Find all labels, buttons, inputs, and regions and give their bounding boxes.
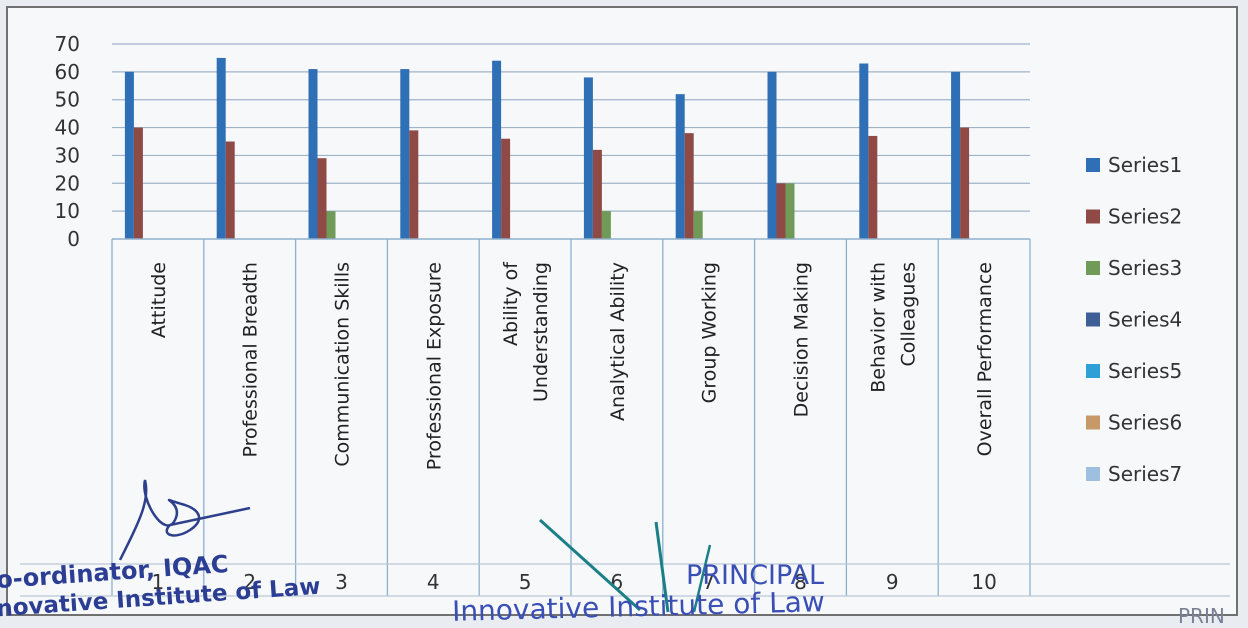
signature-overlay [118, 479, 712, 613]
category-labels: Attitude 1 Professional Breadth 2 Communicat… [148, 261, 997, 594]
category-number: 10 [971, 570, 996, 594]
y-tick-label: 70 [55, 32, 80, 56]
category-label: Overall Performance [974, 262, 996, 456]
corner-stamp-fragment: PRIN [1178, 604, 1225, 628]
category-label: Attitude [148, 262, 170, 338]
category-number: 3 [335, 570, 348, 594]
legend-label-series4: Series4 [1108, 308, 1182, 332]
legend-swatch-series6 [1086, 415, 1100, 430]
bar-series2-1 [133, 127, 143, 239]
pen-mark-vertical [654, 521, 670, 613]
grid-lines [112, 43, 1030, 212]
signature-scribble [118, 479, 251, 561]
legend-label-series3: Series3 [1108, 256, 1182, 280]
y-tick-label: 10 [55, 199, 80, 223]
legend-swatch-series1 [1086, 158, 1100, 172]
category-label: Group Working [699, 262, 721, 403]
y-tick-label: 60 [55, 60, 80, 84]
bar-series1-10 [951, 71, 961, 239]
bar-series2-5 [501, 138, 511, 239]
bars [124, 57, 970, 240]
bar-series1-1 [124, 71, 134, 239]
y-tick-label: 20 [55, 171, 80, 195]
category-label: Communication Skills [332, 262, 354, 467]
bar-series3-7 [693, 211, 703, 239]
legend-label-series7: Series7 [1108, 462, 1182, 486]
category-number: 8 [794, 570, 807, 594]
category-number: 7 [702, 570, 715, 594]
bar-series1-6 [583, 77, 593, 239]
bar-series2-10 [960, 127, 970, 239]
bar-series2-2 [225, 141, 235, 239]
category-label: Decision Making [791, 262, 813, 417]
category-label: Behavior with [867, 262, 889, 393]
bar-series3-3 [326, 211, 336, 239]
bar-series1-5 [492, 60, 502, 239]
y-tick-label: 50 [55, 88, 80, 112]
legend: Series1 Series2 Series3 Series4 Series5 Serie… [1086, 153, 1182, 486]
bar-series2-9 [868, 135, 878, 239]
legend-swatch-series3 [1086, 261, 1100, 275]
principal-stamp: PRINCIPAL [686, 560, 825, 591]
bar-series3-8 [785, 183, 795, 239]
bar-series1-2 [216, 57, 226, 239]
legend-swatch-series2 [1086, 209, 1100, 224]
category-number: 4 [427, 570, 440, 594]
legend-label-series6: Series6 [1108, 411, 1182, 435]
category-number: 2 [243, 570, 256, 594]
bar-series2-8 [776, 183, 786, 239]
bar-series3-6 [601, 211, 611, 239]
y-tick-label: 30 [55, 143, 80, 167]
bar-series2-6 [592, 149, 602, 239]
legend-label-series2: Series2 [1108, 205, 1182, 229]
category-label: Professional Exposure [423, 262, 445, 470]
chart-frame [6, 6, 1238, 616]
category-label: Ability of [500, 261, 522, 346]
category-label: Analytical Ability [607, 262, 629, 421]
pen-mark-slash [692, 544, 712, 613]
category-label: Colleagues [897, 262, 919, 366]
legend-swatch-series7 [1086, 467, 1100, 481]
legend-swatch-series5 [1086, 364, 1100, 378]
category-label: Professional Breadth [240, 262, 262, 458]
pen-mark-diagonal [538, 518, 642, 612]
bar-series1-9 [859, 63, 869, 239]
y-tick-label: 40 [55, 116, 80, 140]
bar-series1-4 [400, 69, 410, 239]
category-number: 9 [886, 570, 899, 594]
legend-label-series5: Series5 [1108, 359, 1182, 383]
legend-label-series1: Series1 [1108, 153, 1182, 177]
category-number: 5 [519, 570, 532, 594]
bar-series2-7 [684, 133, 694, 239]
bar-series1-3 [308, 69, 318, 239]
category-label: Understanding [530, 262, 552, 402]
bar-series2-4 [409, 130, 419, 239]
legend-swatch-series4 [1086, 312, 1100, 327]
y-tick-label: 0 [67, 227, 80, 251]
category-number: 1 [152, 570, 165, 594]
bar-series1-7 [675, 94, 685, 240]
bar-series1-8 [767, 71, 777, 239]
bar-series2-3 [317, 158, 327, 239]
